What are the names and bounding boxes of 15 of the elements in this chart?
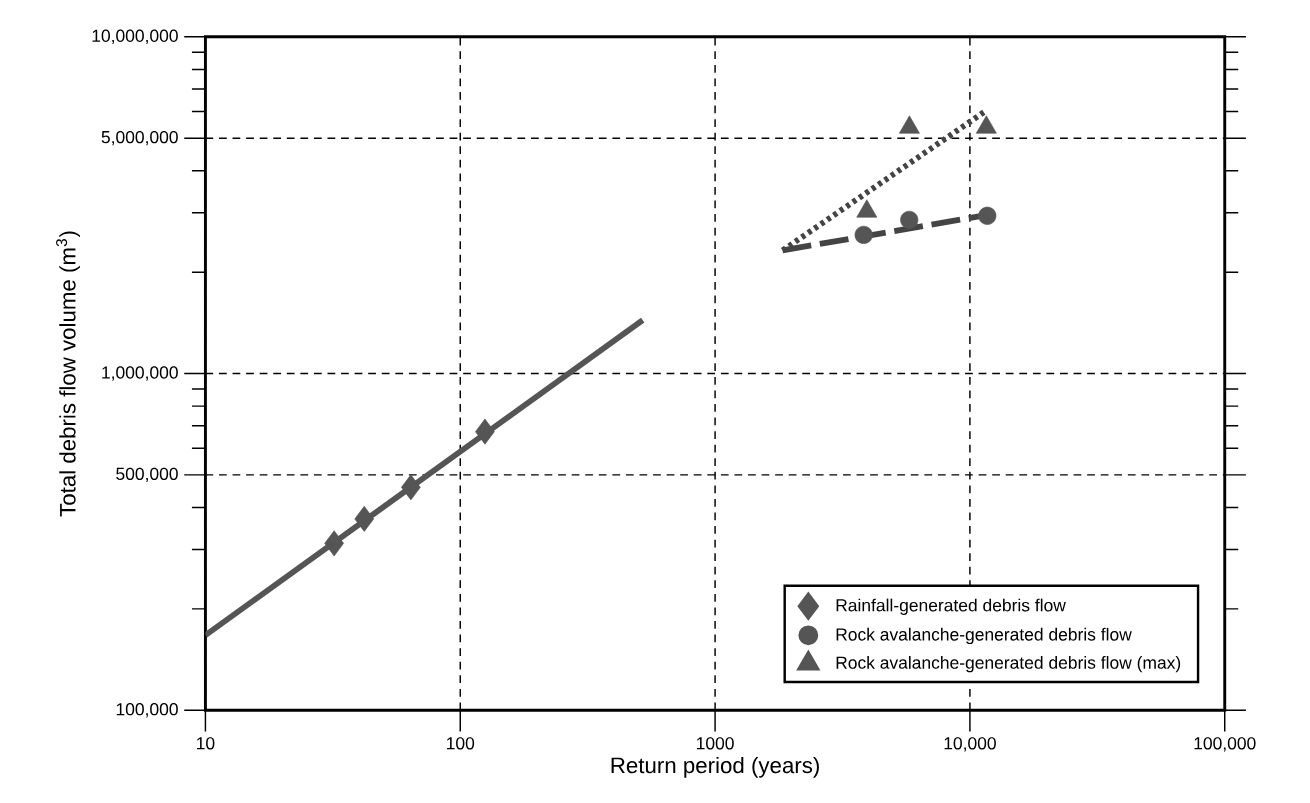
x-tick-label: 10 [197, 737, 215, 750]
legend-label: Rock avalanche-generated debris flow [836, 627, 1132, 644]
y-tick-label: 5,000,000 [101, 130, 178, 146]
x-tick-label: 1000 [697, 737, 734, 750]
x-tick-label: 100,000 [1194, 737, 1256, 752]
y-axis-title: Total debris flow volume (m$^{3}$) [56, 231, 81, 517]
y-tick-label: 10,000,000 [92, 29, 178, 44]
x-tick-label: 100 [447, 737, 475, 750]
x-tick-label: 10,000 [944, 737, 996, 752]
y-tick-label: 1,000,000 [102, 366, 178, 381]
y-tick-label: 500,000 [116, 467, 178, 482]
legend-label: Rainfall-generated debris flow [836, 598, 1066, 615]
legend-label: Rock avalanche-generated debris flow (max) [836, 655, 1181, 673]
x-axis-title: Return period (years) [611, 756, 819, 778]
y-tick-label: 100,000 [116, 702, 178, 718]
